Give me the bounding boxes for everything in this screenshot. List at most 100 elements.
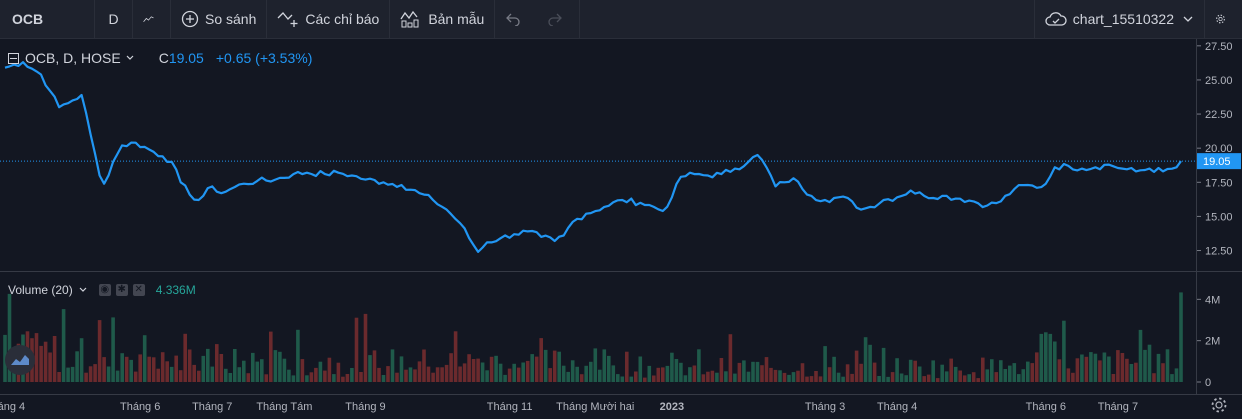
time-tick-label: Tháng 6 [1026,401,1066,413]
volume-bar [692,365,697,382]
volume-bar [314,367,318,382]
volume-bar [598,369,602,382]
volume-bar [66,367,70,382]
volume-bar [39,345,43,382]
volume-bar [1048,333,1053,382]
volume-bar [93,364,97,382]
price-tick-label: 12.50 [1205,246,1233,258]
volume-bar [129,359,133,382]
chart-layout-button[interactable]: chart_15510322 [1033,0,1204,38]
volume-bar [674,359,679,382]
volume-bar [174,355,178,382]
volume-bar [291,375,296,382]
volume-bar [273,350,278,382]
volume-bar [368,355,372,382]
volume-bar [1116,350,1120,382]
volume-bar [413,369,417,382]
volume-bar [147,356,151,382]
volume-bar [611,365,616,382]
volume-bar [1120,353,1125,382]
volume-bar [949,358,953,382]
volume-bar [151,357,156,382]
volume-bar [138,354,142,382]
volume-bar [287,369,291,382]
redo-icon [548,13,563,26]
volume-bar [755,361,760,382]
volume-bar [863,337,868,382]
volume-bar [994,372,999,382]
symbol-search-button[interactable]: OCB [0,0,95,38]
volume-bar [507,368,512,382]
volume-bar [309,372,314,382]
series-name[interactable]: OCB, D, HOSE [25,50,121,66]
chart-style-button[interactable] [133,0,171,38]
tradingview-logo[interactable] [5,345,35,375]
volume-bar [516,367,521,382]
price-series-line[interactable] [4,61,1182,253]
volume-bar [75,351,79,382]
volume-bar [169,366,174,382]
price-axis[interactable]: 27.50 25.00 22.50 20.00 17.50 15.00 12.50 19.05… [1196,39,1242,394]
volume-bar [971,372,976,382]
change-value: +0.65 (+3.53%) [215,50,313,66]
volume-bar [1053,341,1057,382]
volume-bar [201,355,206,382]
volume-bar [395,372,399,382]
time-tick-label: Tháng Mười hai [556,401,634,413]
volume-bar [1165,349,1170,382]
plus-circle-icon [181,10,199,28]
volume-bar [787,374,791,382]
time-axis[interactable]: Tháng 4 Tháng 6 Tháng 7 Tháng Tám Tháng 9 Thá… [0,394,1242,419]
volume-bar [120,353,124,382]
volume-bar [453,331,458,382]
chart-canvas[interactable] [0,39,1196,394]
volume-bar [1098,360,1102,382]
axis-settings-icon[interactable] [1211,397,1227,413]
volume-bar [1156,353,1161,382]
volume-bar [206,348,210,382]
volume-bar [827,367,832,382]
volume-bar [742,360,746,382]
volume-bar [589,361,593,382]
volume-bar [746,371,751,382]
volume-bar [634,371,638,382]
volume-bar [647,365,652,382]
settings-button[interactable] [1204,0,1242,38]
redo-button[interactable] [537,0,581,38]
interval-button[interactable]: D [95,0,133,38]
undo-button[interactable] [495,0,537,38]
volume-bar [814,371,818,382]
settings-small-icon[interactable]: ✱ [115,284,128,296]
time-tick-label: Tháng 7 [192,401,232,413]
price-tick-label: 20.00 [1205,143,1233,155]
collapse-icon[interactable] [8,52,19,64]
volume-bar [431,372,435,382]
volume-bar [570,360,575,382]
volume-bar [953,366,958,382]
volume-bar [192,364,196,382]
volume-bar [616,374,620,382]
indicators-icon [277,12,298,27]
indicators-button[interactable]: Các chỉ báo [267,0,391,38]
time-tick-label: 2023 [660,401,684,413]
volume-label[interactable]: Volume (20) [8,283,73,297]
price-tick-label: 17.50 [1205,177,1233,189]
volume-bar [981,357,985,382]
compare-button[interactable]: So sánh [171,0,268,38]
time-tick-label: Tháng Tám [256,401,312,413]
chevron-down-icon[interactable] [78,286,88,294]
volume-bar [521,362,525,382]
volume-bar [737,362,742,382]
chevron-down-icon[interactable] [125,54,135,62]
compare-label: So sánh [205,11,257,27]
volume-bar [115,370,120,382]
volume-bar [917,366,922,382]
eye-icon[interactable]: ◉ [98,284,111,296]
volume-bar [444,364,449,382]
volume-bar [467,354,471,382]
volume-bar [999,360,1003,382]
close-icon[interactable]: ✕ [132,284,145,296]
templates-button[interactable]: Bản mẫu [390,0,496,38]
volume-bar [503,374,507,382]
volume-bar [922,376,926,382]
